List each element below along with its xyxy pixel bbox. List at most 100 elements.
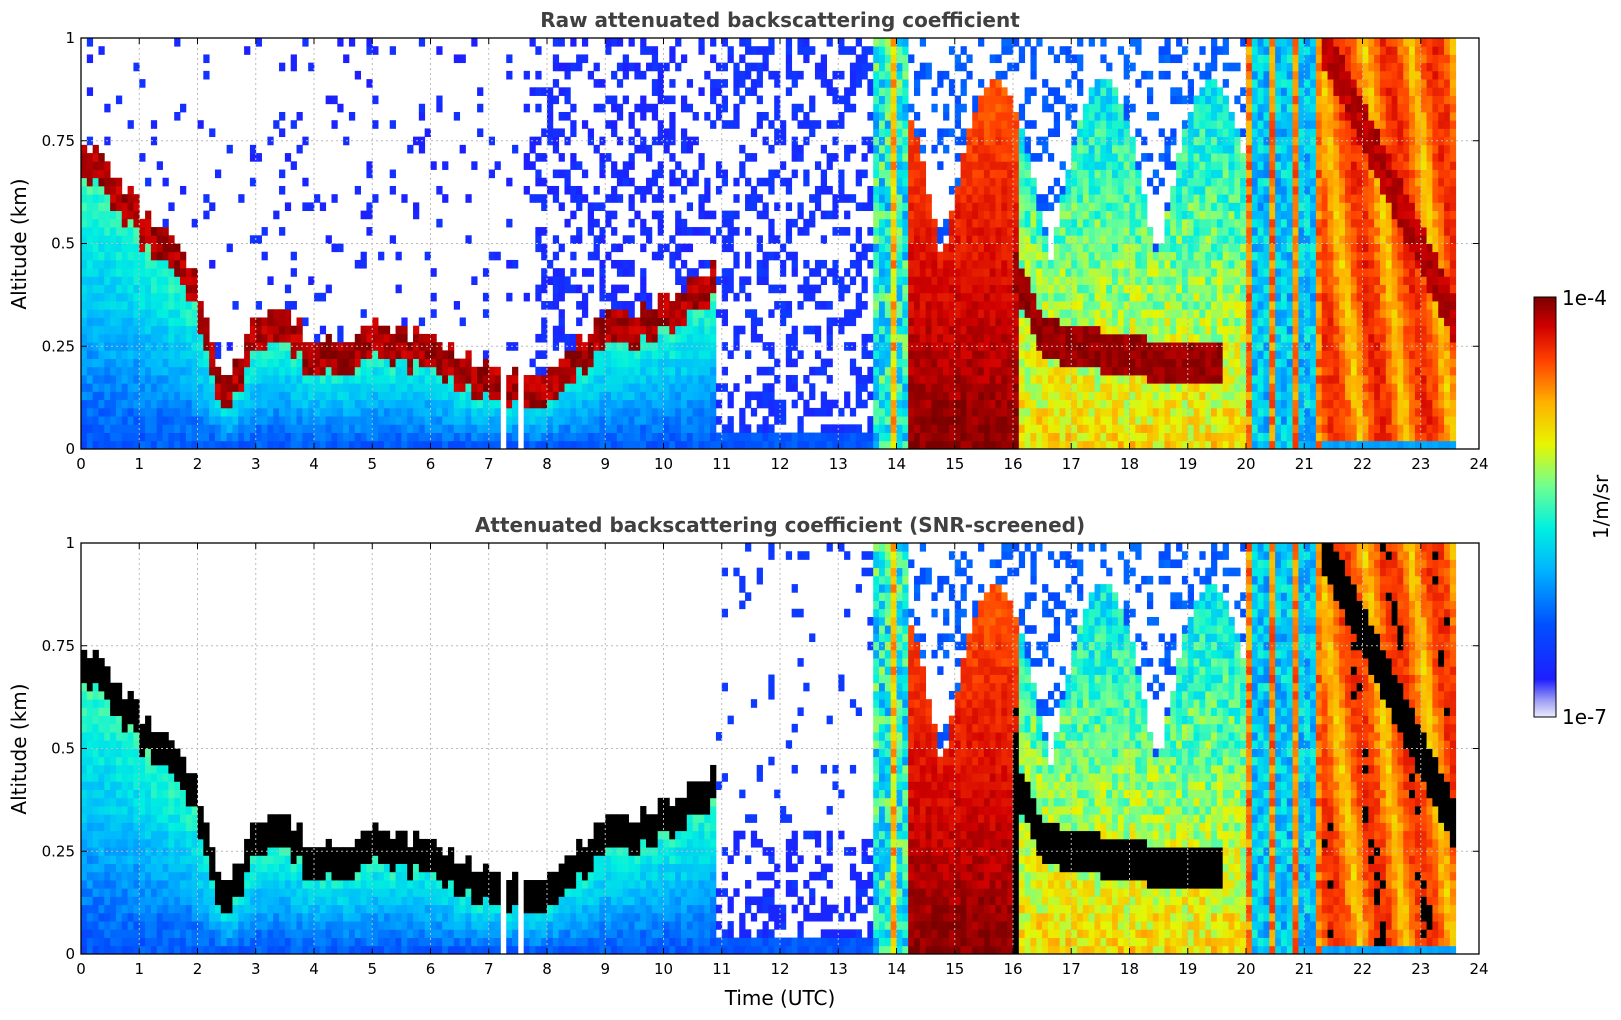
heatmap-cell — [1088, 358, 1095, 368]
heatmap-cell — [413, 333, 420, 343]
heatmap-cell — [972, 120, 979, 129]
heatmap-cell — [1135, 342, 1142, 351]
heatmap-cell — [1077, 87, 1084, 96]
heatmap-cell — [174, 111, 181, 121]
heatmap-cell — [1112, 276, 1119, 285]
heatmap-cell — [669, 95, 676, 105]
heatmap-cell — [529, 383, 536, 392]
heatmap-cell — [978, 432, 985, 442]
heatmap-cell — [1123, 169, 1130, 179]
heatmap-cell — [127, 383, 134, 392]
heatmap-cell — [180, 399, 187, 409]
heatmap-cell — [1042, 251, 1049, 261]
heatmap-cell — [902, 62, 909, 72]
heatmap-cell — [471, 366, 478, 376]
heatmap-cell — [680, 407, 688, 417]
heatmap-cell — [133, 62, 140, 72]
heatmap-cell — [954, 350, 961, 359]
heatmap-cell — [628, 235, 635, 244]
heatmap-cell — [1053, 284, 1061, 294]
heatmap-cell — [1112, 153, 1119, 162]
heatmap-cell — [506, 432, 513, 442]
heatmap-cell — [570, 432, 577, 442]
heatmap-cell — [267, 424, 274, 433]
heatmap-cell — [465, 375, 472, 384]
heatmap-cell — [640, 375, 647, 384]
heatmap-cell — [989, 202, 996, 212]
heatmap-cell — [628, 120, 635, 129]
heatmap-cell — [1094, 79, 1101, 88]
heatmap-cell — [844, 227, 851, 236]
heatmap-cell — [558, 309, 565, 318]
heatmap-cell — [284, 375, 292, 384]
heatmap-cell — [430, 333, 437, 343]
heatmap-cell — [1112, 375, 1119, 384]
heatmap-cell — [576, 358, 583, 368]
heatmap-cell — [1059, 416, 1066, 425]
heatmap-cell — [558, 375, 565, 384]
heatmap-cell — [838, 70, 845, 80]
heatmap-cell — [605, 342, 612, 351]
heatmap-cell — [634, 358, 641, 368]
heatmap-cell — [1030, 87, 1037, 96]
heatmap-cell — [372, 424, 379, 433]
heatmap-cell — [989, 301, 996, 310]
heatmap-cell — [98, 358, 105, 368]
heatmap-cell — [168, 325, 175, 335]
heatmap-cell — [814, 268, 822, 277]
heatmap-cell — [407, 440, 414, 449]
heatmap-cell — [1094, 87, 1101, 96]
heatmap-cell — [873, 185, 880, 195]
heatmap-cell — [646, 46, 653, 55]
heatmap-cell — [180, 259, 187, 269]
heatmap-cell — [570, 194, 577, 203]
heatmap-cell — [966, 268, 973, 277]
heatmap-cell — [745, 276, 752, 285]
heatmap-cell — [494, 383, 501, 392]
heatmap-cell — [244, 375, 251, 384]
heatmap-cell — [1106, 194, 1113, 203]
heatmap-cell — [343, 350, 350, 359]
heatmap-cell — [605, 153, 612, 162]
heatmap-cell — [1100, 399, 1107, 409]
heatmap-cell — [1024, 161, 1031, 170]
heatmap-cell — [150, 391, 158, 401]
heatmap-cell — [325, 432, 332, 442]
heatmap-cell — [121, 218, 129, 228]
heatmap-cell — [354, 259, 362, 269]
heatmap-cell — [832, 227, 839, 236]
heatmap-cell — [407, 399, 414, 409]
heatmap-cell — [855, 251, 862, 261]
heatmap-cell — [121, 292, 129, 302]
heatmap-cell — [389, 432, 396, 442]
heatmap-cell — [1077, 432, 1084, 442]
heatmap-cell — [908, 383, 915, 392]
heatmap-cell — [1088, 440, 1095, 449]
heatmap-cell — [1094, 440, 1101, 449]
heatmap-cell — [913, 177, 921, 187]
heatmap-cell — [983, 153, 991, 162]
heatmap-cell — [861, 62, 868, 72]
heatmap-cell — [1030, 194, 1037, 203]
heatmap-cell — [1065, 432, 1072, 442]
heatmap-cell — [873, 350, 880, 359]
heatmap-cell — [995, 227, 1002, 236]
heatmap-cell — [1135, 440, 1142, 449]
heatmap-cell — [599, 292, 606, 302]
heatmap-cell — [552, 251, 560, 261]
heatmap-cell — [581, 416, 589, 425]
heatmap-cell — [675, 38, 682, 47]
heatmap-cell — [1082, 407, 1090, 417]
heatmap-cell — [908, 54, 915, 64]
heatmap-cell — [180, 268, 187, 277]
heatmap-cell — [383, 325, 391, 335]
heatmap-cell — [972, 358, 979, 368]
heatmap-cell — [634, 325, 641, 335]
heatmap-cell — [669, 54, 676, 64]
heatmap-cell — [657, 185, 664, 195]
heatmap-cell — [185, 424, 193, 433]
heatmap-cell — [115, 251, 123, 261]
heatmap-cell — [1152, 391, 1160, 401]
heatmap-cell — [972, 177, 979, 187]
heatmap-cell — [704, 292, 711, 302]
